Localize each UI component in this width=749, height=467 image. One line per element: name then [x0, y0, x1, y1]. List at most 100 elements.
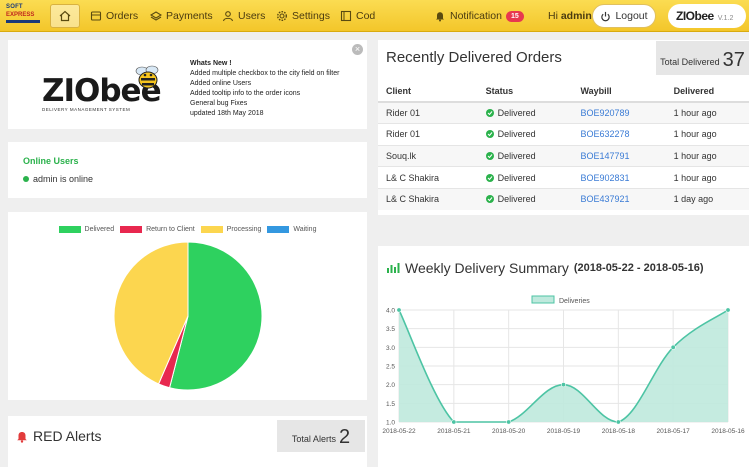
nav-home[interactable]	[50, 4, 80, 28]
table-header-row: Client Status Waybill Delivered	[378, 80, 749, 103]
check-circle-icon	[485, 173, 494, 182]
red-alerts-panel: RED Alerts Total Alerts 2	[8, 416, 367, 467]
username: admin	[560, 10, 592, 22]
online-dot-icon	[23, 176, 29, 182]
legend-label: Deliveries	[559, 298, 590, 305]
legend-item-delivered[interactable]: Delivered	[58, 226, 115, 233]
notification-label: Notification	[450, 10, 502, 22]
nav-orders[interactable]: Orders	[84, 4, 144, 28]
nav-settings-label: Settings	[292, 10, 330, 22]
status-text: Delivered	[497, 172, 536, 183]
legend-label: Waiting	[293, 226, 317, 233]
brand-line1: SOFT	[6, 4, 23, 10]
y-tick-label: 2.0	[386, 382, 395, 389]
whats-new-title: Whats New !	[190, 60, 232, 67]
status-cell: Delivered	[485, 194, 573, 205]
data-point[interactable]	[451, 419, 457, 425]
waybill-link[interactable]: BOE437921	[572, 187, 666, 210]
legend-label: Delivered	[84, 226, 115, 233]
data-point[interactable]	[506, 419, 512, 425]
pie-slice-processing[interactable]	[113, 241, 189, 385]
waybill-link[interactable]: BOE147791	[572, 144, 666, 167]
brand-line2: EXPRESS	[6, 12, 35, 18]
total-alerts-label: Total Alerts	[291, 434, 336, 444]
ziobee-logo: ZIObee DELIVERY MANAGEMENT SYSTEM	[38, 63, 178, 113]
x-tick-label: 2018-05-21	[437, 428, 471, 435]
brand-logo[interactable]: SOFT EXPRESS	[6, 4, 42, 28]
y-tick-label: 1.0	[386, 420, 395, 427]
data-point[interactable]	[725, 307, 731, 313]
y-tick-label: 3.0	[386, 345, 395, 352]
data-point[interactable]	[561, 382, 567, 388]
nav-users[interactable]: Users	[216, 4, 271, 28]
nav-users-label: Users	[238, 10, 266, 22]
nav-notification[interactable]: Notification 15	[428, 4, 530, 28]
client-cell: L& C Shakira	[378, 187, 478, 210]
greeting-text: Hi	[548, 10, 558, 22]
check-circle-icon	[485, 109, 494, 118]
status-pie-panel: Delivered Return to Client Processing Wa…	[8, 212, 367, 400]
status-cell: Delivered	[485, 129, 573, 139]
waybill-link[interactable]: BOE632278	[572, 123, 666, 146]
status-text: Delivered	[497, 194, 536, 205]
app-version: V.1.2	[717, 14, 734, 22]
legend-item-waiting[interactable]: Waiting	[267, 226, 316, 233]
data-point[interactable]	[670, 344, 676, 350]
red-alerts-title: RED Alerts	[33, 428, 102, 444]
x-tick-label: 2018-05-18	[602, 428, 636, 435]
nav-orders-label: Orders	[106, 10, 139, 22]
client-cell: Rider 01	[378, 123, 478, 146]
delivered-time-cell: 1 hour ago	[665, 101, 749, 124]
client-cell: L& C Shakira	[378, 166, 478, 189]
status-text: Delivered	[497, 150, 536, 161]
total-delivered-label: Total Delivered	[660, 57, 720, 67]
status-cell: Delivered	[485, 172, 573, 183]
weekly-summary-range: (2018-05-22 - 2018-05-16)	[573, 262, 704, 274]
waybill-link[interactable]: BOE920789	[572, 101, 666, 124]
power-icon	[601, 11, 611, 21]
column-header: Delivered	[665, 80, 749, 103]
waybill-link[interactable]: BOE902831	[572, 166, 666, 189]
logout-label: Logout	[615, 10, 648, 22]
whats-new-panel: ZIObee DELIVERY MANAGEMENT SYSTEM Whats …	[8, 40, 367, 129]
y-tick-label: 4.0	[386, 308, 395, 315]
nav-settings[interactable]: Settings	[270, 4, 336, 28]
legend-item-processing[interactable]: Processing	[200, 226, 261, 233]
status-text: Delivered	[497, 108, 536, 119]
bell-icon	[436, 12, 444, 22]
data-point[interactable]	[396, 307, 402, 313]
online-users-title: Online Users	[23, 156, 79, 166]
users-icon	[222, 11, 234, 22]
x-tick-label: 2018-05-17	[657, 428, 691, 435]
table-row: L& C Shakira Delivered BOE902831 1 hour …	[378, 166, 749, 189]
status-cell: Delivered	[485, 108, 573, 119]
bee-icon	[135, 65, 159, 89]
y-tick-label: 3.5	[386, 326, 395, 333]
chart-legend[interactable]: Deliveries	[531, 295, 590, 305]
user-greeting: Hi admin	[548, 10, 592, 22]
table-row: Rider 01 Delivered BOE632278 1 hour ago	[378, 123, 749, 146]
logout-button[interactable]: Logout	[592, 4, 656, 28]
data-point[interactable]	[615, 419, 621, 425]
cod-icon	[340, 10, 352, 22]
column-header: Client	[378, 80, 478, 103]
table-row: L& C Shakira Delivered BOE437921 1 day a…	[378, 187, 749, 210]
list-icon	[90, 11, 102, 21]
home-icon	[59, 10, 71, 22]
legend-item-return[interactable]: Return to Client	[120, 226, 195, 233]
whats-new-line: Added multiple checkbox to the city fiel…	[190, 70, 340, 77]
column-header: Status	[477, 80, 573, 103]
pie-slice-delivered[interactable]	[168, 241, 263, 391]
nav-payments[interactable]: Payments	[144, 4, 219, 28]
nav-cod[interactable]: Cod	[334, 4, 381, 28]
y-tick-label: 2.5	[386, 364, 395, 371]
close-icon[interactable]: ×	[352, 44, 363, 55]
whats-new-line: Added online Users	[190, 80, 252, 87]
table-row: Souq.lk Delivered BOE147791 1 hour ago	[378, 144, 749, 167]
whats-new-line: General bug Fixes	[190, 100, 248, 107]
nav-cod-label: Cod	[356, 10, 376, 22]
legend-label: Return to Client	[146, 226, 195, 233]
online-user-text: admin is online	[33, 174, 94, 184]
weekly-summary-panel: Weekly Delivery Summary (2018-05-22 - 20…	[378, 246, 749, 467]
recent-orders-title: Recently Delivered Orders	[386, 49, 562, 66]
